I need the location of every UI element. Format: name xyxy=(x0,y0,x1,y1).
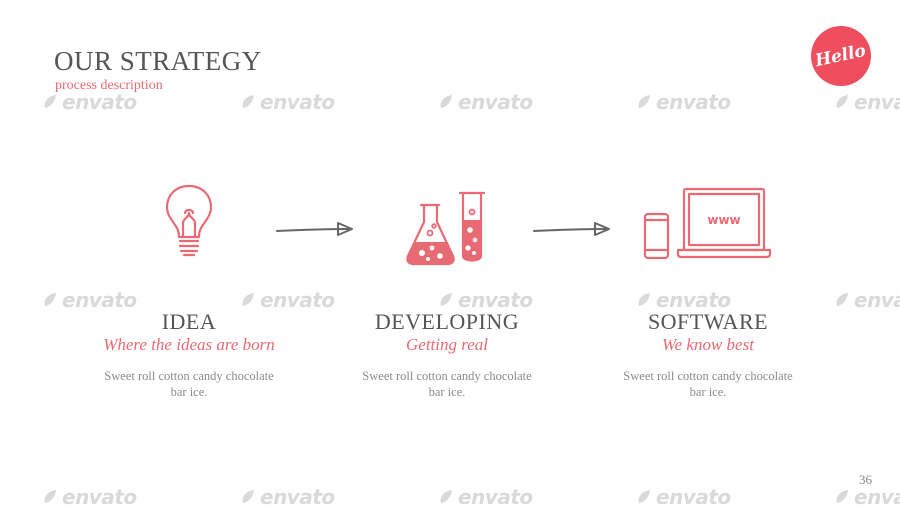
envato-leaf-icon xyxy=(638,293,650,306)
watermark-text: envato xyxy=(260,485,335,506)
watermark-text: envato xyxy=(656,90,731,114)
watermark-text: envato xyxy=(260,90,335,114)
slide-subtitle: process description xyxy=(55,78,163,93)
envato-watermark: envato xyxy=(240,485,335,506)
step-tagline: Getting real xyxy=(406,335,488,354)
watermark-text: envato xyxy=(458,90,533,114)
step-title: SOFTWARE xyxy=(647,309,769,334)
envato-leaf-icon xyxy=(242,293,254,306)
envato-leaf-icon xyxy=(638,490,650,503)
lightbulb-icon xyxy=(165,184,213,257)
page-number: 36 xyxy=(859,472,872,487)
step-tagline: Where the ideas are born xyxy=(103,335,275,354)
envato-leaf-icon xyxy=(44,95,56,108)
envato-watermark: envato xyxy=(834,90,900,114)
step-idea: IDEA Where the ideas are born Sweet roll… xyxy=(74,310,304,400)
watermark-text: envato xyxy=(854,485,900,506)
devices-icon: www xyxy=(643,187,772,260)
lab-flask-icon xyxy=(406,191,486,266)
browser-url-text: www xyxy=(707,213,740,227)
step-software: SOFTWARE We know best Sweet roll cotton … xyxy=(593,310,823,400)
envato-leaf-icon xyxy=(836,95,848,108)
envato-watermark: envato xyxy=(42,485,137,506)
envato-watermark: envato xyxy=(438,90,533,114)
step-description: Sweet roll cotton candy chocolate bar ic… xyxy=(623,369,793,399)
envato-watermark: envato xyxy=(240,288,335,312)
envato-leaf-icon xyxy=(44,490,56,503)
envato-watermark: envato xyxy=(636,90,731,114)
watermark-text: envato xyxy=(260,288,335,312)
envato-watermark: envato xyxy=(636,485,731,506)
envato-leaf-icon xyxy=(440,293,452,306)
watermark-text: envato xyxy=(854,288,900,312)
envato-leaf-icon xyxy=(638,95,650,108)
watermark-text: envato xyxy=(62,288,137,312)
watermark-text: envato xyxy=(62,485,137,506)
step-developing: DEVELOPING Getting real Sweet roll cotto… xyxy=(332,310,562,400)
envato-watermark: envato xyxy=(834,485,900,506)
step-tagline: We know best xyxy=(662,335,754,354)
step-description: Sweet roll cotton candy chocolate bar ic… xyxy=(362,369,532,399)
watermark-text: envato xyxy=(854,90,900,114)
watermark-text: envato xyxy=(458,485,533,506)
envato-watermark: envato xyxy=(438,485,533,506)
watermark-text: envato xyxy=(656,485,731,506)
envato-watermark: envato xyxy=(240,90,335,114)
slide-title: OUR STRATEGY xyxy=(54,46,262,76)
envato-leaf-icon xyxy=(836,293,848,306)
step-title: IDEA xyxy=(161,309,217,334)
envato-watermark: envato xyxy=(42,288,137,312)
arrow-right-icon xyxy=(276,222,353,236)
envato-watermark: envato xyxy=(834,288,900,312)
step-description: Sweet roll cotton candy chocolate bar ic… xyxy=(104,369,274,399)
hello-badge-label: Hello xyxy=(813,40,869,72)
envato-leaf-icon xyxy=(440,95,452,108)
envato-leaf-icon xyxy=(44,293,56,306)
arrow-right-icon xyxy=(533,222,610,236)
hello-badge: Hello xyxy=(811,26,871,86)
envato-leaf-icon xyxy=(242,490,254,503)
envato-leaf-icon xyxy=(836,490,848,503)
step-title: DEVELOPING xyxy=(374,309,520,334)
envato-leaf-icon xyxy=(440,490,452,503)
envato-leaf-icon xyxy=(242,95,254,108)
